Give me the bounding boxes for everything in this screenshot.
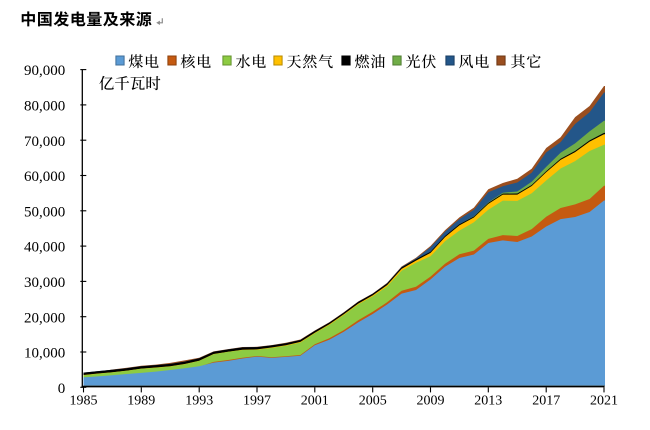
svg-text:0: 0 (58, 381, 66, 397)
svg-text:80,000: 80,000 (24, 99, 65, 115)
svg-text:2013: 2013 (474, 393, 502, 408)
svg-text:1989: 1989 (127, 393, 155, 408)
svg-text:10,000: 10,000 (24, 346, 65, 362)
svg-text:40,000: 40,000 (24, 240, 65, 256)
svg-text:1997: 1997 (243, 393, 271, 408)
svg-text:2005: 2005 (359, 393, 387, 408)
svg-text:1985: 1985 (70, 393, 98, 408)
svg-text:2021: 2021 (590, 393, 618, 408)
svg-text:2001: 2001 (301, 393, 329, 408)
svg-text:60,000: 60,000 (24, 169, 65, 185)
svg-text:2009: 2009 (417, 393, 445, 408)
svg-text:20,000: 20,000 (24, 310, 65, 326)
svg-text:90,000: 90,000 (24, 63, 65, 79)
svg-text:2017: 2017 (532, 393, 560, 408)
svg-text:50,000: 50,000 (24, 204, 65, 220)
svg-text:1993: 1993 (185, 393, 213, 408)
svg-text:30,000: 30,000 (24, 275, 65, 291)
svg-text:70,000: 70,000 (24, 134, 65, 150)
